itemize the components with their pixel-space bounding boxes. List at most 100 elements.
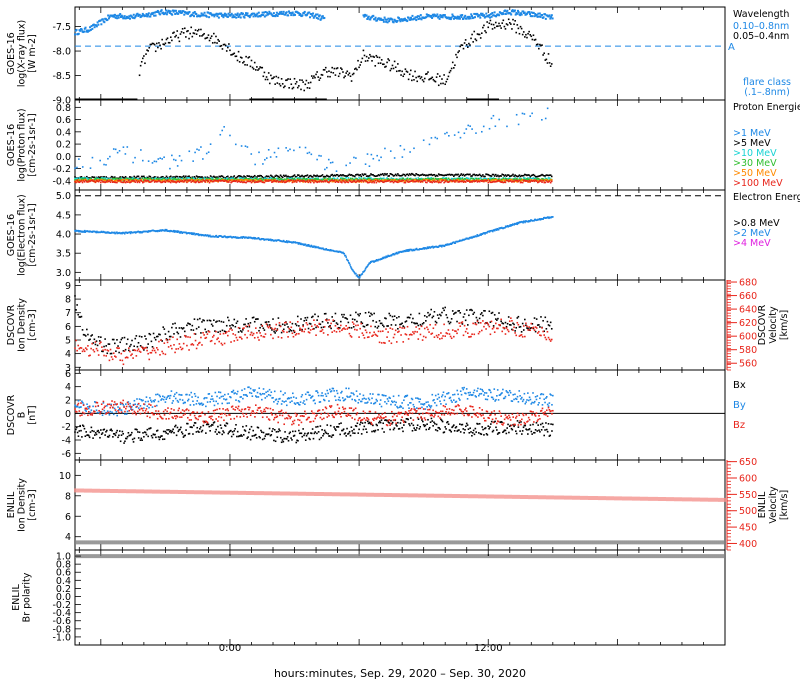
data-point bbox=[86, 328, 88, 331]
legend-item: >50 MeV bbox=[733, 168, 777, 179]
data-point bbox=[336, 177, 339, 179]
data-point bbox=[97, 336, 100, 338]
data-point bbox=[169, 10, 172, 13]
data-point bbox=[88, 177, 90, 179]
data-point bbox=[350, 327, 353, 329]
data-point bbox=[207, 11, 210, 14]
data-point bbox=[301, 328, 303, 331]
data-point bbox=[247, 179, 250, 182]
data-point bbox=[416, 180, 419, 183]
data-point bbox=[488, 174, 491, 177]
data-point bbox=[549, 17, 552, 20]
data-point bbox=[514, 19, 516, 22]
data-point bbox=[133, 17, 136, 20]
data-point bbox=[287, 149, 289, 152]
data-point bbox=[93, 26, 96, 29]
data-point bbox=[548, 174, 551, 177]
data-point bbox=[543, 179, 546, 181]
data-point bbox=[82, 348, 85, 351]
data-point bbox=[377, 179, 380, 181]
data-point bbox=[106, 179, 109, 182]
y-tick-label: 0.6 bbox=[56, 115, 71, 126]
data-point bbox=[259, 66, 261, 68]
data-point bbox=[310, 316, 313, 319]
data-point bbox=[506, 125, 508, 128]
data-point bbox=[332, 177, 335, 180]
data-point bbox=[422, 80, 425, 83]
data-point bbox=[196, 176, 199, 178]
data-point bbox=[175, 181, 177, 184]
data-point bbox=[364, 267, 367, 270]
data-point bbox=[431, 245, 434, 248]
data-point bbox=[90, 25, 93, 28]
data-point bbox=[141, 181, 144, 184]
data-point bbox=[221, 179, 224, 182]
data-point bbox=[527, 32, 529, 35]
data-point bbox=[86, 29, 89, 32]
legend-item: >30 MeV bbox=[733, 158, 777, 169]
data-point bbox=[296, 179, 299, 182]
data-point bbox=[443, 177, 445, 180]
data-point bbox=[121, 178, 124, 181]
data-point bbox=[352, 326, 355, 328]
y-tick-label: 4.5 bbox=[56, 210, 71, 221]
data-point bbox=[116, 177, 118, 180]
data-point bbox=[337, 75, 340, 78]
data-point bbox=[153, 14, 156, 17]
data-point bbox=[157, 158, 160, 160]
data-point bbox=[172, 10, 175, 13]
data-point bbox=[364, 269, 366, 272]
data-point bbox=[100, 176, 102, 178]
data-point bbox=[457, 310, 459, 312]
data-point bbox=[523, 11, 526, 14]
data-point bbox=[139, 177, 142, 180]
data-point bbox=[341, 68, 343, 71]
data-point bbox=[273, 330, 275, 333]
data-point bbox=[412, 179, 414, 182]
data-point bbox=[490, 23, 493, 26]
data-point bbox=[510, 23, 512, 25]
data-point bbox=[349, 180, 352, 183]
data-point bbox=[381, 63, 384, 66]
data-point bbox=[490, 15, 493, 18]
data-point bbox=[336, 174, 339, 176]
data-point bbox=[366, 177, 369, 179]
data-point bbox=[330, 71, 332, 74]
data-point bbox=[279, 177, 282, 180]
data-point bbox=[489, 175, 492, 177]
data-point bbox=[299, 178, 301, 180]
data-point bbox=[434, 136, 437, 139]
data-point bbox=[91, 334, 94, 336]
data-point bbox=[538, 12, 541, 15]
data-point bbox=[80, 315, 83, 318]
data-point bbox=[402, 325, 405, 327]
data-point bbox=[229, 179, 231, 182]
data-point bbox=[158, 333, 160, 336]
data-point bbox=[411, 14, 414, 17]
data-point bbox=[508, 323, 511, 326]
data-point bbox=[253, 320, 256, 323]
data-point bbox=[231, 324, 233, 326]
data-point bbox=[223, 14, 226, 17]
data-point bbox=[209, 37, 212, 39]
data-point bbox=[89, 28, 92, 31]
data-point bbox=[329, 248, 332, 251]
data-point bbox=[491, 180, 494, 183]
y-axis-label: log(Electron flux) bbox=[17, 194, 28, 276]
data-point bbox=[488, 14, 491, 17]
data-point bbox=[82, 180, 85, 182]
data-point bbox=[351, 269, 354, 271]
data-point bbox=[321, 320, 324, 323]
data-point bbox=[514, 179, 516, 182]
data-point bbox=[456, 174, 458, 176]
data-point bbox=[437, 173, 440, 175]
data-point bbox=[473, 30, 476, 33]
data-point bbox=[79, 179, 82, 181]
data-point bbox=[384, 317, 386, 319]
data-point bbox=[275, 75, 278, 78]
data-point bbox=[496, 25, 498, 28]
data-point bbox=[489, 177, 492, 179]
data-point bbox=[192, 177, 195, 179]
data-point bbox=[228, 177, 230, 180]
data-point bbox=[167, 346, 170, 348]
